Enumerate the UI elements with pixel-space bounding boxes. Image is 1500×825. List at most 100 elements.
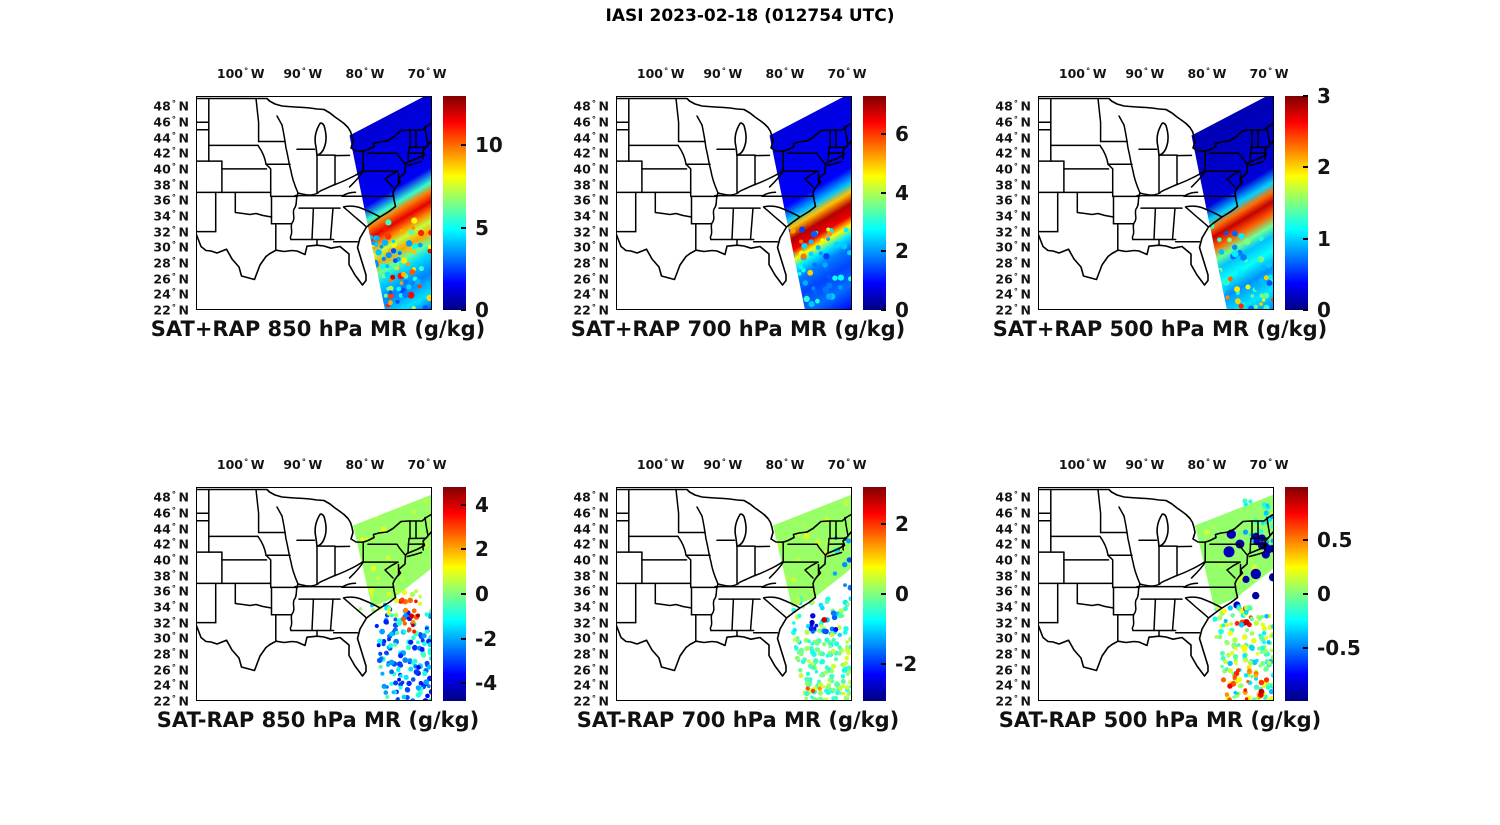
tick-number: 40	[995, 161, 1013, 177]
y-tick-label: 22° N	[129, 694, 189, 709]
hemisphere-letter: N	[598, 677, 609, 693]
degree-symbol: °	[171, 256, 177, 267]
y-tick-label: 42° N	[971, 146, 1031, 161]
tick-number: 32	[573, 224, 591, 240]
state-border	[255, 97, 260, 143]
degree-symbol: °	[1013, 178, 1019, 189]
tick-number: 38	[153, 568, 171, 584]
state-border	[1097, 97, 1102, 143]
colorbar-tick	[1303, 647, 1308, 650]
hemisphere-letter: N	[598, 224, 609, 240]
lake-michigan	[734, 513, 747, 547]
colorbar-tick	[1303, 309, 1308, 311]
colorbar-tick	[461, 226, 466, 229]
y-tick-label: 36° N	[971, 584, 1031, 599]
hemisphere-letter: W	[250, 457, 265, 472]
tick-number: 30	[153, 630, 171, 646]
map-sat-minus-rap-700	[616, 487, 852, 701]
degree-symbol: °	[1143, 458, 1148, 468]
x-tick-label: 70° W	[408, 457, 447, 472]
state-border	[749, 207, 754, 241]
hemisphere-letter: N	[598, 114, 609, 130]
state-border	[731, 598, 735, 632]
difference-wedge	[353, 494, 432, 607]
us-map-outline	[616, 97, 852, 286]
degree-symbol: °	[171, 569, 177, 580]
tick-number: 48	[573, 489, 591, 505]
degree-symbol: °	[301, 458, 306, 468]
tick-number: 34	[995, 208, 1013, 224]
y-tick-label: 38° N	[129, 568, 189, 583]
y-tick-label: 28° N	[129, 646, 189, 661]
degree-symbol: °	[721, 458, 726, 468]
tick-number: 42	[995, 145, 1013, 161]
state-border	[329, 207, 334, 241]
state-border	[424, 516, 429, 537]
state-border	[341, 191, 357, 197]
tick-number: 70	[407, 457, 425, 472]
colorbar-tick-label: 2	[475, 537, 489, 562]
state-border	[827, 146, 830, 154]
colorbar-tick-label: 0	[1317, 298, 1331, 322]
tick-number: 24	[573, 286, 591, 302]
y-tick-label: 44° N	[129, 130, 189, 145]
degree-symbol: °	[171, 506, 177, 517]
tick-number: 100	[1058, 66, 1085, 81]
x-tick-label: 80° W	[345, 457, 384, 472]
hemisphere-letter: N	[178, 505, 189, 521]
tick-number: 44	[153, 521, 171, 537]
hemisphere-letter: N	[1020, 161, 1031, 177]
degree-symbol: °	[171, 537, 177, 548]
hemisphere-letter: W	[1274, 457, 1289, 472]
degree-symbol: °	[1013, 537, 1019, 548]
colorbar-tick	[881, 663, 886, 666]
y-tick-label: 26° N	[971, 271, 1031, 286]
colorbar-tick-label: 0.5	[1317, 527, 1353, 552]
hemisphere-letter: N	[598, 646, 609, 662]
hemisphere-letter: N	[598, 505, 609, 521]
degree-symbol: °	[591, 694, 597, 705]
hemisphere-letter: N	[1020, 239, 1031, 255]
y-tick-label: 44° N	[971, 521, 1031, 536]
tick-number: 90	[703, 66, 721, 81]
y-tick-label: 42° N	[129, 146, 189, 161]
us-map-outline	[1038, 97, 1274, 286]
hemisphere-letter: N	[1020, 505, 1031, 521]
y-tick-label: 36° N	[549, 584, 609, 599]
y-tick-label: 46° N	[549, 505, 609, 520]
y-tick-label: 36° N	[129, 193, 189, 208]
x-tick-label: 70° W	[828, 66, 867, 81]
degree-symbol: °	[845, 67, 851, 77]
hemisphere-letter: N	[598, 130, 609, 146]
y-tick-label: 40° N	[129, 161, 189, 176]
x-tick-label: 70° W	[828, 457, 867, 472]
x-tick-label: 100° W	[637, 66, 685, 81]
tick-number: 46	[573, 505, 591, 521]
scatter-dots	[358, 587, 432, 701]
hemisphere-letter: N	[1020, 114, 1031, 130]
state-border	[1266, 516, 1271, 537]
us-map-outline	[196, 97, 432, 286]
tick-number: 26	[573, 271, 591, 287]
y-tick-label: 26° N	[549, 271, 609, 286]
figure-title: IASI 2023-02-18 (012754 UTC)	[605, 6, 895, 26]
degree-symbol: °	[171, 240, 177, 251]
degree-symbol: °	[1013, 272, 1019, 283]
y-tick-label: 46° N	[129, 114, 189, 129]
hemisphere-letter: N	[598, 521, 609, 537]
y-tick-label: 22° N	[971, 694, 1031, 709]
state-border	[749, 598, 754, 632]
state-border	[343, 596, 381, 609]
tick-number: 90	[703, 457, 721, 472]
y-tick-label: 48° N	[129, 99, 189, 114]
state-border	[384, 170, 399, 188]
colorbar-tick	[461, 682, 466, 685]
degree-symbol: °	[721, 67, 726, 77]
y-tick-label: 34° N	[549, 208, 609, 223]
colorbar	[863, 96, 886, 311]
lake-michigan	[1156, 122, 1169, 156]
tick-number: 90	[283, 457, 301, 472]
y-tick-label: 46° N	[129, 505, 189, 520]
map-sat-minus-rap-850	[196, 487, 432, 701]
